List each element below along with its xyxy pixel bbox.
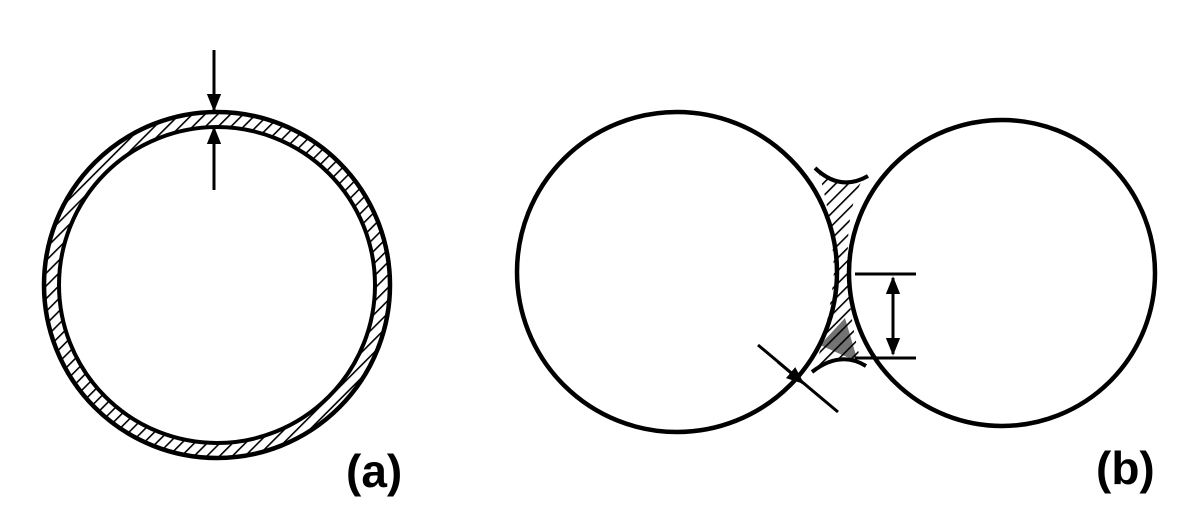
- neck-fillet-bottom: [810, 357, 868, 374]
- panel-a: (a): [41, 50, 402, 497]
- neck-radius-dimension: [757, 343, 839, 414]
- panel-a-label: (a): [346, 445, 402, 497]
- left-particle: [514, 109, 840, 435]
- neck-fillet-top: [813, 166, 869, 185]
- right-particle: [846, 117, 1158, 429]
- neck-radius-arrow: [777, 360, 805, 385]
- shell-inner-edge: [57, 125, 377, 445]
- neck-core-shading: [820, 318, 858, 362]
- panel-b-label: (b): [1096, 442, 1155, 494]
- shell-outer-edge: [41, 109, 393, 461]
- panel-b: (b): [514, 109, 1158, 494]
- neck-width-dimension: [855, 272, 916, 360]
